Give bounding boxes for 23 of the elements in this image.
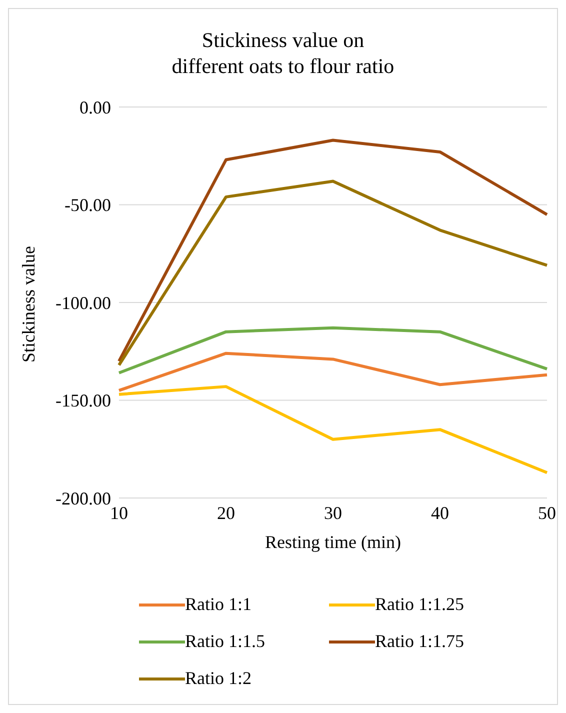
line-series: [118, 180, 548, 367]
legend-label: Ratio 1:1.25: [375, 594, 464, 615]
x-tick-label: 20: [217, 502, 235, 523]
y-tick-label: -200.00: [56, 488, 111, 508]
x-tick-label: 10: [110, 502, 128, 523]
line-series: [118, 138, 548, 363]
line-series: [118, 385, 548, 474]
line-series: [118, 326, 548, 374]
x-tick-label: 50: [538, 502, 556, 523]
y-tick-label: -100.00: [56, 292, 111, 313]
x-tick-label: 30: [324, 502, 342, 523]
line-series: [118, 352, 548, 392]
legend-label: Ratio 1:1.75: [375, 631, 464, 652]
chart-title: Stickiness value on different oats to flour ratio: [170, 27, 396, 79]
y-tick-label: -50.00: [64, 195, 111, 216]
y-tick-label: -150.00: [56, 390, 111, 411]
x-tick-label: 40: [431, 502, 449, 523]
y-tick-label: 0.00: [80, 97, 111, 118]
legend-label: Ratio 1:1.5: [185, 631, 265, 652]
legend-label: Ratio 1:1: [185, 594, 252, 615]
y-axis-title: Stickiness value: [18, 246, 38, 362]
x-axis-title: Resting time (min): [265, 532, 401, 552]
legend-label: Ratio 1:2: [185, 668, 252, 689]
